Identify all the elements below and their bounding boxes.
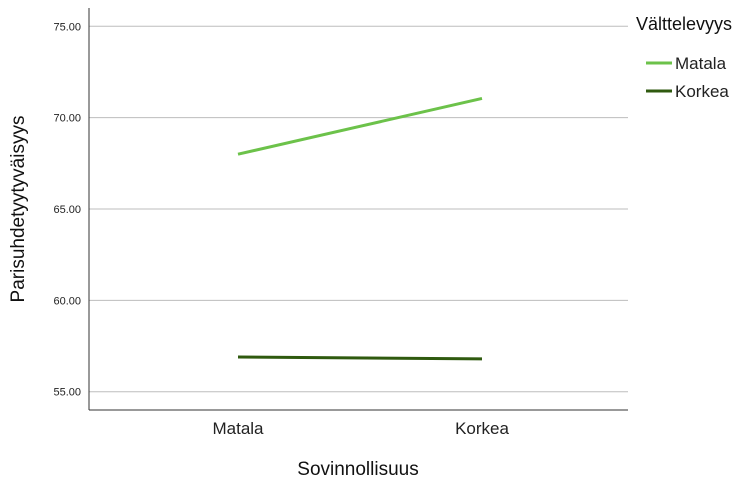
x-category-label: Matala bbox=[212, 419, 264, 438]
x-axis-title: Sovinnollisuus bbox=[297, 459, 418, 480]
legend: Välttelevyys Matala Korkea bbox=[636, 14, 732, 101]
y-tick-label: 60.00 bbox=[53, 295, 81, 307]
legend-title: Välttelevyys bbox=[636, 14, 732, 34]
y-axis-title: Parisuhdetyytyväisyys bbox=[8, 116, 29, 303]
series-lines bbox=[237, 96, 483, 361]
legend-label: Korkea bbox=[675, 82, 729, 101]
series-line-matala bbox=[237, 96, 483, 156]
series-line-korkea bbox=[237, 355, 483, 361]
legend-label: Matala bbox=[675, 54, 727, 73]
x-categories: Matala Korkea bbox=[212, 419, 509, 438]
y-tick-label: 75.00 bbox=[53, 21, 81, 33]
y-tick-label: 65.00 bbox=[53, 204, 81, 216]
y-tick-label: 70.00 bbox=[53, 113, 81, 125]
x-category-label: Korkea bbox=[455, 419, 509, 438]
y-ticks: 55.00 60.00 65.00 70.00 75.00 bbox=[53, 21, 81, 398]
y-tick-label: 55.00 bbox=[53, 387, 81, 399]
gridlines bbox=[89, 25, 628, 393]
